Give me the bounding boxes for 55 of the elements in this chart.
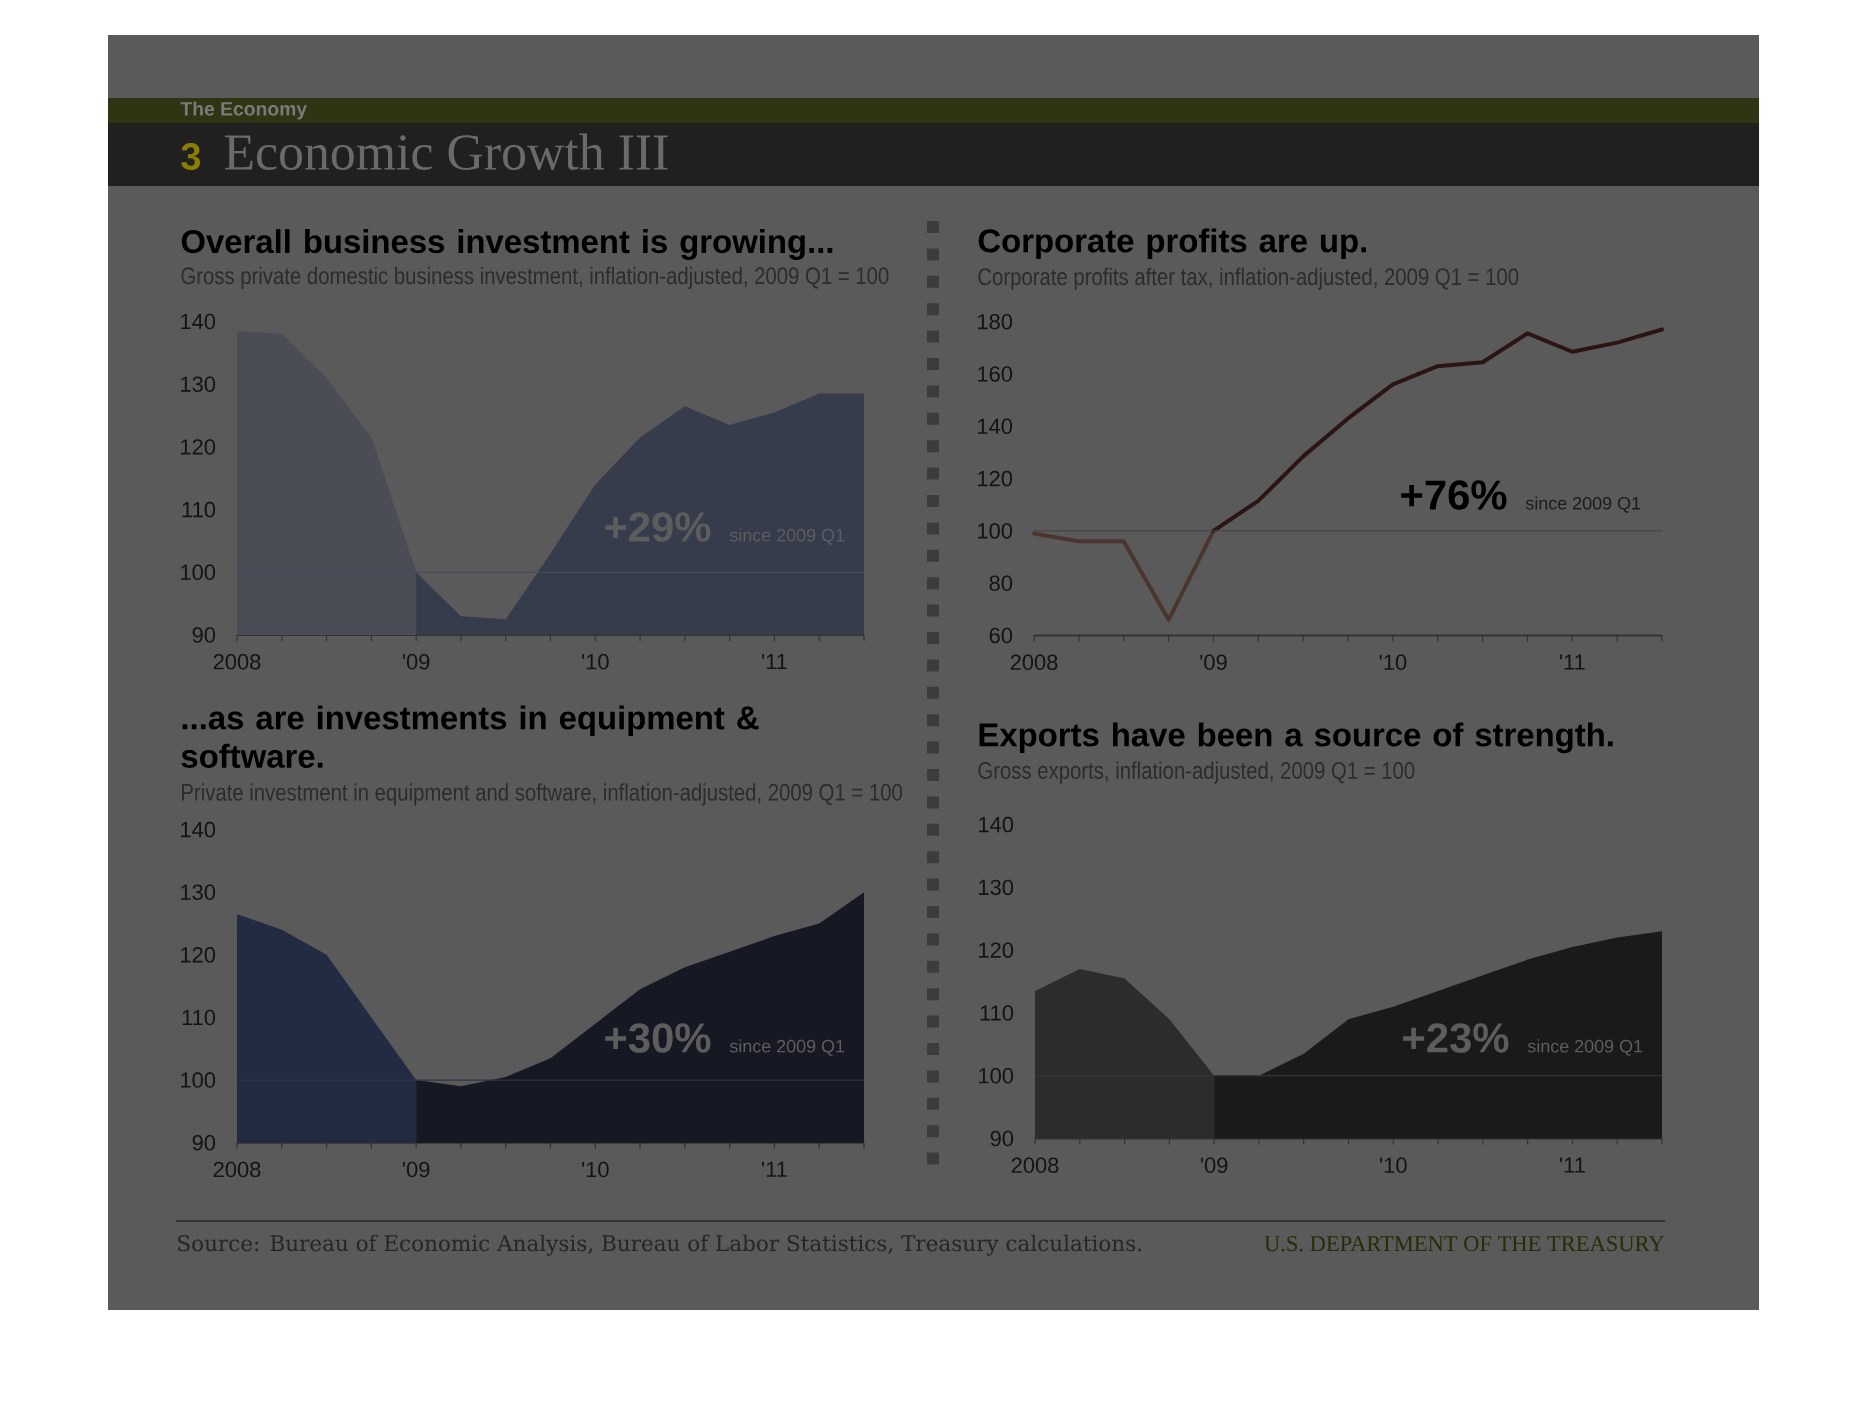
chart-title: ...as are investments in equipment & software. [181,705,759,768]
chart-title: Corporate profits are up. [978,228,1366,260]
y-tick-label: 80 [989,575,1013,591]
x-tick-label: '11 [1559,654,1585,670]
x-tick-label: '10 [1380,1157,1407,1174]
x-tick-label: 2008 [213,654,261,670]
text: U.S. DEPARTMENT OF THE TREASURY [1264,1236,1665,1252]
x-tick-label: '11 [1560,1157,1585,1173]
y-tick-label: 90 [990,1130,1014,1147]
y-tick-label: 120 [181,439,216,455]
x-tick-label: '10 [582,654,609,670]
x-tick-label: '11 [762,1161,787,1177]
x-tick-label: '09 [1200,654,1227,671]
y-tick-label: 140 [978,418,1013,435]
chart-title: Exports have been a source of strength. [979,722,1613,754]
y-tick-label: 100 [978,523,1013,539]
y-tick-label: 100 [979,1067,1014,1084]
x-tick-label: '11 [762,654,787,670]
text: 3 [181,143,201,170]
y-tick-label: 120 [181,947,216,963]
y-tick-label: 100 [181,1072,216,1088]
y-tick-label: 140 [979,816,1014,833]
y-tick-label: 110 [182,501,216,518]
annotation: since 2009 Q1 [729,1039,845,1056]
annotation: +76% [1401,480,1507,510]
y-tick-label: 120 [979,942,1014,958]
text: Economic Growth III [224,133,668,170]
y-tick-label: 160 [978,366,1013,382]
y-tick-label: 100 [181,564,216,581]
y-tick-label: 130 [979,879,1014,896]
x-tick-label: '10 [582,1161,609,1178]
x-tick-label: 2008 [1010,654,1058,671]
y-tick-label: 110 [980,1005,1014,1021]
y-tick-label: 140 [181,313,216,330]
x-tick-label: 2008 [213,1161,261,1178]
y-tick-label: 130 [181,884,216,900]
y-tick-label: 60 [989,627,1013,644]
x-tick-label: 2008 [1011,1157,1059,1174]
y-tick-label: 120 [978,470,1013,487]
y-tick-label: 90 [192,1134,216,1151]
text: The Economy [180,101,307,120]
y-tick-label: 90 [192,627,216,643]
annotation: since 2009 Q1 [1525,496,1641,513]
y-tick-label: 180 [978,313,1013,330]
annotation: +23% [1403,1023,1509,1053]
annotation: +30% [605,1023,711,1053]
x-tick-label: '09 [1201,1157,1228,1174]
x-tick-label: '09 [402,1161,430,1178]
x-tick-label: '10 [1379,654,1407,671]
y-tick-label: 110 [182,1009,216,1026]
y-tick-label: 130 [181,376,216,392]
chart-title: Overall business investment is growing... [181,229,833,260]
x-tick-label: '09 [402,654,430,670]
annotation: since 2009 Q1 [1527,1039,1643,1056]
y-tick-label: 140 [181,821,216,838]
